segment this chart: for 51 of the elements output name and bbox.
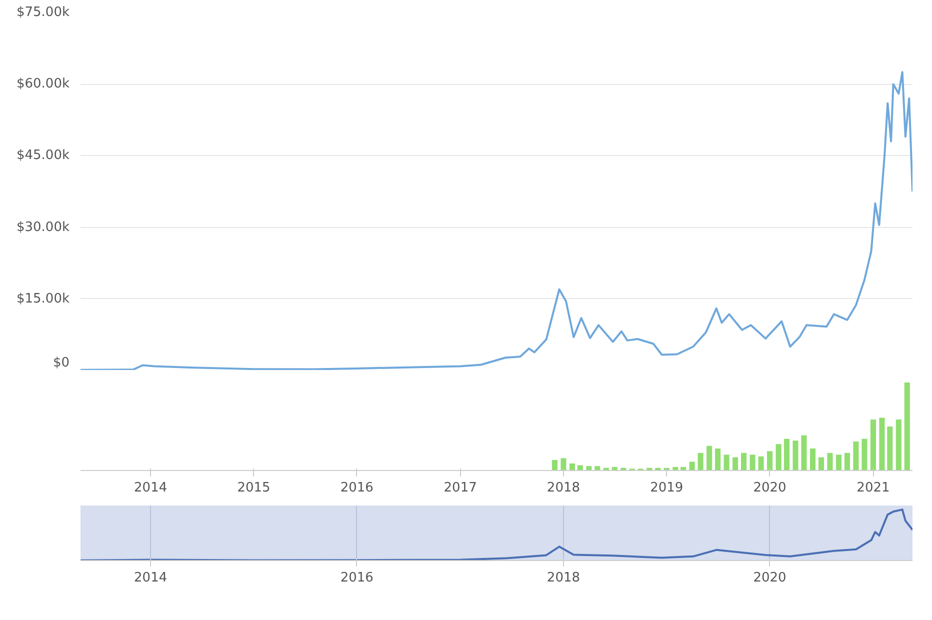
y-tick-label: $0 [52, 356, 70, 370]
bar [844, 452, 850, 470]
bar [689, 462, 695, 470]
x-tick-label: 2019 [650, 480, 684, 496]
bar [836, 454, 842, 470]
bar [818, 457, 824, 470]
bar [801, 435, 807, 470]
bar [586, 466, 592, 470]
bar [784, 438, 790, 470]
x-tick-label: 2014 [134, 570, 168, 586]
y-tick-label: $75.00k [16, 5, 70, 20]
x-tick-label: 2020 [753, 480, 786, 496]
bar [715, 448, 721, 470]
x-tick-label: 2018 [546, 480, 580, 496]
y-tick-label: $15.00k [16, 291, 70, 306]
bar [767, 451, 773, 470]
x-tick-label: 2016 [340, 480, 374, 496]
bar [732, 457, 738, 470]
bar [792, 440, 798, 470]
x-tick-label: 2020 [753, 570, 786, 586]
x-tick-label: 2018 [546, 570, 580, 586]
bar [577, 465, 583, 470]
bar [887, 426, 893, 470]
y-tick-label: $30.00k [16, 220, 70, 235]
x-tick-label: 2021 [856, 480, 890, 496]
bar [758, 456, 764, 470]
bar [706, 446, 712, 470]
bar [560, 458, 566, 470]
x-tick-label: 2016 [340, 570, 374, 586]
y-tick-label: $60.00k [16, 76, 70, 92]
x-tick-label: 2014 [134, 480, 168, 496]
bar [594, 466, 600, 470]
x-tick-label: 2015 [237, 480, 270, 496]
bar [810, 448, 816, 470]
bar [862, 438, 868, 470]
bar [750, 454, 756, 470]
bar [870, 419, 876, 470]
bar [776, 444, 782, 470]
bar [879, 418, 885, 470]
bar [698, 452, 704, 470]
y-tick-label: $45.00k [16, 148, 70, 164]
line-series [80, 71, 912, 370]
bar [896, 419, 902, 470]
bar [724, 454, 730, 470]
bar [552, 460, 558, 470]
bar [827, 452, 833, 470]
bar [741, 452, 747, 470]
bar [853, 441, 859, 470]
bar [569, 463, 576, 470]
x-tick-label: 2017 [444, 480, 477, 496]
bar [904, 382, 910, 470]
